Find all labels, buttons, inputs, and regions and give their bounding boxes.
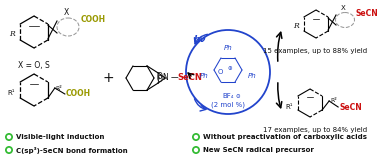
Text: R: R <box>9 30 15 38</box>
Text: COOH: COOH <box>66 89 91 98</box>
Text: O: O <box>156 72 162 81</box>
Text: R²: R² <box>56 86 63 90</box>
Text: —: — <box>170 74 178 82</box>
Text: Without preactivation of carboxylic acids: Without preactivation of carboxylic acid… <box>203 134 367 140</box>
Circle shape <box>194 148 198 152</box>
Text: C(sp³)-SeCN bond formation: C(sp³)-SeCN bond formation <box>16 147 128 154</box>
Circle shape <box>192 133 200 141</box>
Text: R²: R² <box>330 98 337 104</box>
Text: Ph: Ph <box>200 73 208 79</box>
Text: COOH: COOH <box>81 15 106 23</box>
Text: BF₄: BF₄ <box>222 93 234 99</box>
Text: X = O, S: X = O, S <box>18 61 50 70</box>
Text: X: X <box>64 8 69 17</box>
Text: SeCN: SeCN <box>339 103 362 111</box>
Text: N: N <box>162 74 168 82</box>
Text: New SeCN radical precursor: New SeCN radical precursor <box>203 147 314 153</box>
Text: Visible-light induction: Visible-light induction <box>16 134 104 140</box>
Circle shape <box>194 135 198 139</box>
Text: ⊕: ⊕ <box>227 67 232 72</box>
Text: O: O <box>156 75 162 84</box>
Text: (2 mol %): (2 mol %) <box>211 102 245 108</box>
Text: +: + <box>102 71 114 85</box>
Text: R¹: R¹ <box>8 90 15 96</box>
Text: 15 examples, up to 88% yield: 15 examples, up to 88% yield <box>263 48 367 54</box>
Text: SeCN: SeCN <box>177 74 202 82</box>
Text: O: O <box>218 69 223 75</box>
Text: 17 examples, up to 84% yield: 17 examples, up to 84% yield <box>263 127 367 133</box>
Text: hν: hν <box>194 36 206 44</box>
Circle shape <box>7 148 11 152</box>
Text: SeCN: SeCN <box>356 9 378 18</box>
Text: R: R <box>293 22 299 30</box>
Circle shape <box>5 133 13 141</box>
Circle shape <box>7 135 11 139</box>
Text: X: X <box>341 5 345 11</box>
Circle shape <box>5 146 13 154</box>
Text: Ph: Ph <box>248 73 256 79</box>
Text: R¹: R¹ <box>285 104 293 110</box>
Text: Ph: Ph <box>224 45 232 51</box>
Text: ⊖: ⊖ <box>236 94 241 99</box>
Circle shape <box>192 146 200 154</box>
